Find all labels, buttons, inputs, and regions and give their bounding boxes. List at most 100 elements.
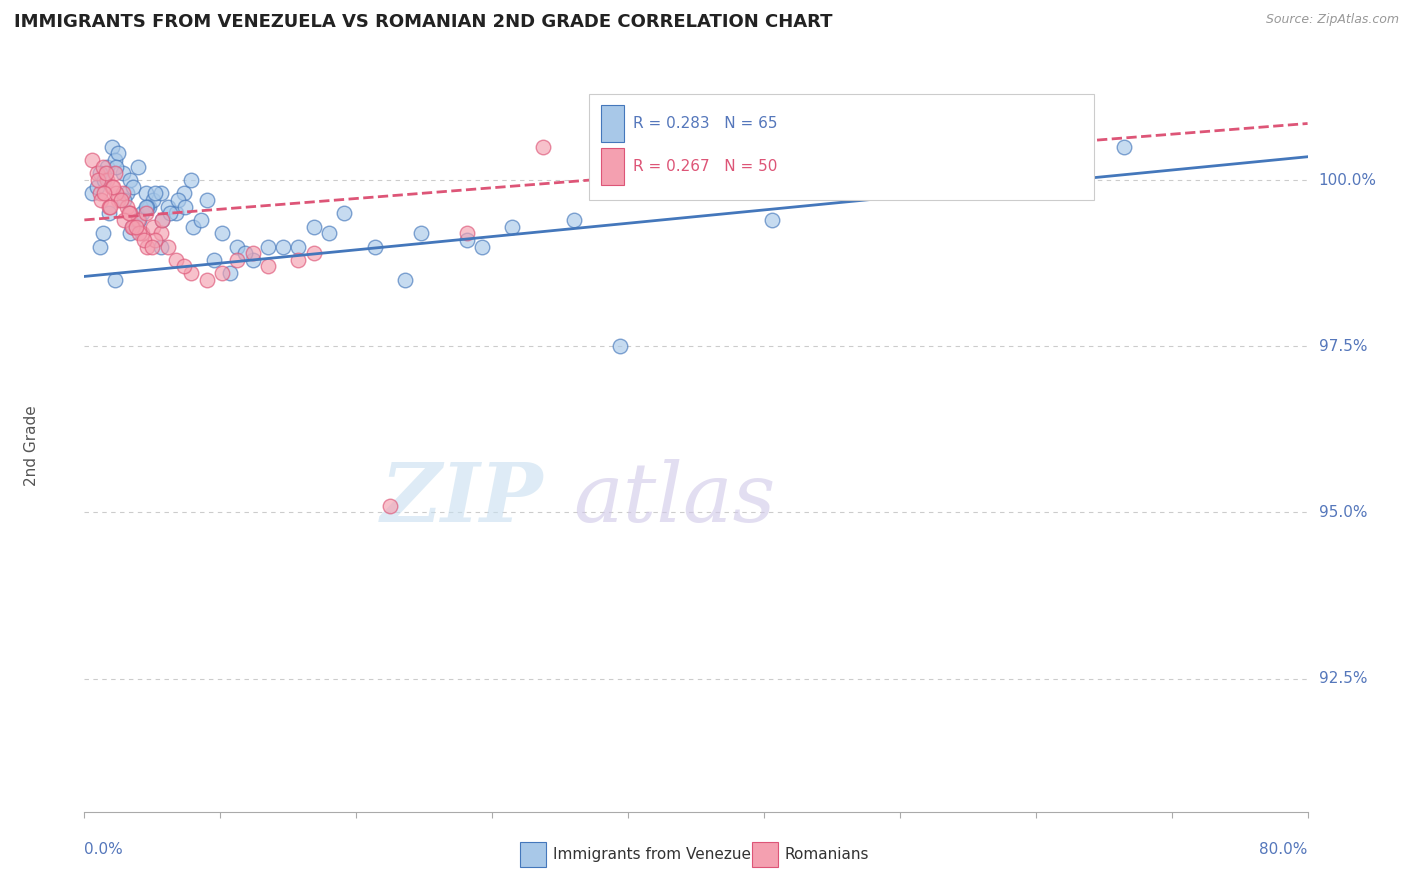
Point <box>149 226 172 240</box>
Point <box>143 186 166 201</box>
Point <box>180 173 202 187</box>
Point <box>242 252 264 267</box>
Point <box>122 219 145 234</box>
Point <box>165 206 187 220</box>
Text: Romanians: Romanians <box>785 847 869 862</box>
Point <box>562 213 585 227</box>
Point <box>143 233 166 247</box>
Point <box>120 173 142 187</box>
Point <box>1114 140 1136 154</box>
Point <box>122 179 145 194</box>
Point <box>302 219 325 234</box>
Point <box>107 146 129 161</box>
Point <box>131 226 153 240</box>
Text: 2nd Grade: 2nd Grade <box>24 406 39 486</box>
Point <box>180 266 202 280</box>
Bar <box>602 105 624 142</box>
Point <box>257 239 280 253</box>
Point <box>456 226 478 240</box>
Point <box>104 166 127 180</box>
Point <box>132 233 155 247</box>
Point <box>226 239 249 253</box>
Point <box>94 166 117 180</box>
Point <box>136 200 159 214</box>
Point <box>97 200 120 214</box>
Point <box>91 160 114 174</box>
Point <box>87 173 110 187</box>
Point <box>135 206 157 220</box>
Text: R = 0.283   N = 65: R = 0.283 N = 65 <box>633 116 778 131</box>
Point <box>112 213 135 227</box>
Text: 80.0%: 80.0% <box>1260 842 1308 857</box>
Point <box>93 173 115 187</box>
Point <box>141 239 163 253</box>
Point <box>173 186 195 201</box>
Point <box>157 200 180 214</box>
Point <box>89 166 111 180</box>
Point <box>190 213 212 227</box>
Point <box>195 193 218 207</box>
Point <box>121 219 143 234</box>
Point <box>174 200 197 214</box>
Point <box>131 206 153 220</box>
Point <box>142 193 165 207</box>
Point <box>96 173 118 187</box>
Point <box>287 252 309 267</box>
Point <box>149 239 172 253</box>
Point <box>104 153 127 167</box>
Point <box>150 213 173 227</box>
Point <box>90 193 112 207</box>
Point <box>173 260 195 274</box>
Point <box>115 186 138 201</box>
Point <box>226 252 249 267</box>
Point <box>394 273 416 287</box>
Bar <box>589 94 1094 200</box>
Point <box>302 246 325 260</box>
Point <box>218 266 240 280</box>
Point <box>242 246 264 260</box>
Point <box>287 239 309 253</box>
Point <box>181 219 204 234</box>
Point <box>101 140 124 154</box>
Point <box>107 193 129 207</box>
Point <box>233 246 256 260</box>
Point <box>120 226 142 240</box>
Point <box>150 213 173 227</box>
Text: 97.5%: 97.5% <box>1319 339 1367 354</box>
Point <box>501 219 523 234</box>
Point <box>91 226 114 240</box>
Text: R = 0.267   N = 50: R = 0.267 N = 50 <box>633 160 778 174</box>
Point <box>98 200 121 214</box>
Bar <box>602 148 624 185</box>
Point <box>165 252 187 267</box>
Point <box>257 260 280 274</box>
Point <box>136 239 159 253</box>
Point <box>211 226 233 240</box>
Point <box>380 499 402 513</box>
Point <box>120 206 142 220</box>
Point <box>110 193 132 207</box>
Point <box>159 206 181 220</box>
Point <box>86 179 108 194</box>
Point <box>127 160 149 174</box>
Bar <box>752 842 778 867</box>
Bar <box>520 842 546 867</box>
Point <box>202 252 225 267</box>
Point <box>104 273 127 287</box>
Point <box>142 219 165 234</box>
Point <box>115 200 138 214</box>
Point <box>105 186 128 201</box>
Point <box>128 213 150 227</box>
Point <box>112 193 135 207</box>
Text: Source: ZipAtlas.com: Source: ZipAtlas.com <box>1265 13 1399 27</box>
Point <box>409 226 432 240</box>
Point <box>101 179 124 194</box>
Point <box>471 239 494 253</box>
Point <box>456 233 478 247</box>
Point <box>93 186 115 201</box>
Text: 100.0%: 100.0% <box>1319 172 1376 187</box>
Point <box>125 219 148 234</box>
Text: atlas: atlas <box>574 459 776 539</box>
Point <box>121 219 143 234</box>
Point <box>138 200 160 214</box>
